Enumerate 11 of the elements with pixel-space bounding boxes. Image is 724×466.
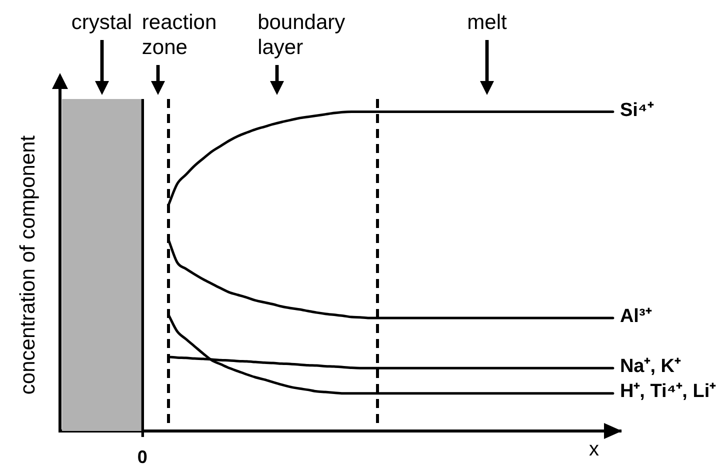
series-label: Al³⁺ xyxy=(620,306,652,328)
x-axis-title: x xyxy=(589,438,599,461)
series-label: H⁺, Ti⁴⁺, Li⁺ xyxy=(620,381,716,404)
series-label: Na⁺, K⁺ xyxy=(620,356,681,378)
series-label: Si⁴⁺ xyxy=(620,100,654,122)
text: reaction zone xyxy=(142,10,217,60)
text: boundary layer xyxy=(258,10,346,60)
text: 0 xyxy=(137,447,148,466)
text: crystal xyxy=(71,10,132,35)
y-axis-title: concentration of component xyxy=(16,135,40,395)
text: melt xyxy=(467,10,507,35)
